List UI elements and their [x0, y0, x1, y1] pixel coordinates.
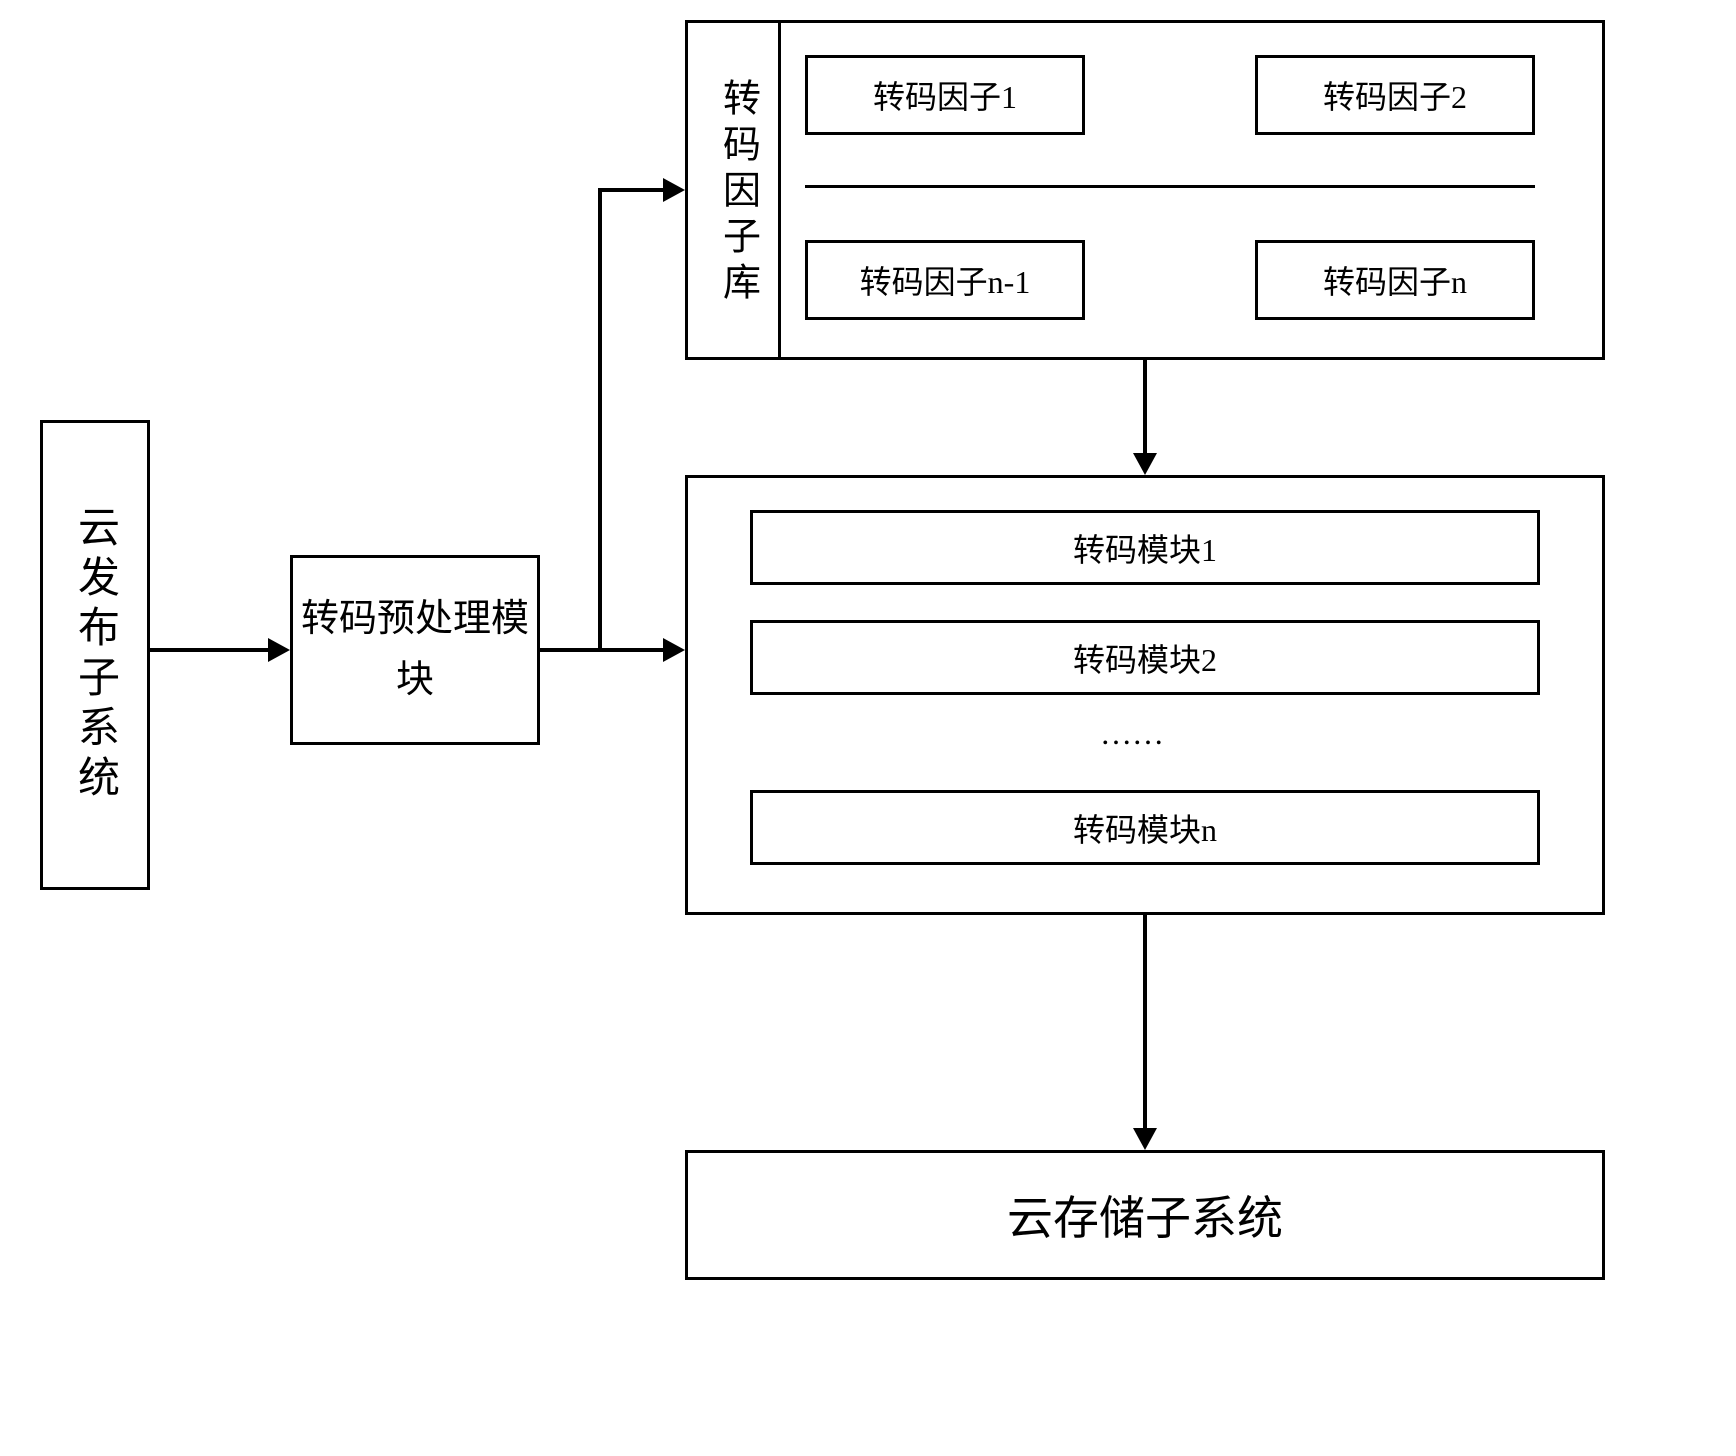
- factor-item-n-minus-1: 转码因子n-1: [805, 240, 1085, 320]
- edge-factor-to-module-line: [1143, 360, 1147, 455]
- module-ellipsis: ……: [1100, 715, 1164, 752]
- factor-library-title: 转码因子库: [708, 48, 768, 338]
- module-item-1: 转码模块1: [750, 510, 1540, 585]
- edge-to-factor-lib-line: [598, 188, 666, 192]
- factor-item-2: 转码因子2: [1255, 55, 1535, 135]
- edge-to-module-container-arrow: [663, 638, 685, 662]
- factor-item-2-label: 转码因子2: [1323, 72, 1467, 118]
- module-item-2: 转码模块2: [750, 620, 1540, 695]
- edge-to-module-container-line: [598, 648, 666, 652]
- edge-module-to-storage-arrow: [1133, 1128, 1157, 1150]
- factor-item-1: 转码因子1: [805, 55, 1085, 135]
- node-preprocess: 转码预处理模块: [290, 555, 540, 745]
- module-item-n: 转码模块n: [750, 790, 1540, 865]
- factor-item-1-label: 转码因子1: [873, 72, 1017, 118]
- cloud-storage-label: 云存储子系统: [1007, 1182, 1283, 1248]
- factor-item-n-label: 转码因子n: [1323, 257, 1467, 303]
- edge-preprocess-stub-line: [540, 648, 600, 652]
- factor-item-n-minus-1-label: 转码因子n-1: [860, 257, 1031, 303]
- edge-to-factor-lib-arrow: [663, 178, 685, 202]
- edge-factor-to-module-arrow: [1133, 453, 1157, 475]
- edge-module-to-storage-line: [1143, 915, 1147, 1130]
- edge-preprocess-branch-vertical: [598, 188, 602, 652]
- module-item-2-label: 转码模块2: [1073, 635, 1217, 681]
- factor-library-title-text: 转码因子库: [711, 78, 766, 308]
- module-item-1-label: 转码模块1: [1073, 525, 1217, 571]
- node-cloud-publish: 云发布子系统: [40, 420, 150, 890]
- factor-library-vertical-divider: [778, 23, 781, 357]
- cloud-publish-label: 云发布子系统: [65, 505, 126, 805]
- preprocess-label: 转码预处理模块: [293, 589, 537, 711]
- module-item-n-label: 转码模块n: [1073, 805, 1217, 851]
- edge-publish-to-preprocess-line: [150, 648, 270, 652]
- factor-horizontal-divider: [805, 185, 1535, 188]
- node-cloud-storage: 云存储子系统: [685, 1150, 1605, 1280]
- factor-item-n: 转码因子n: [1255, 240, 1535, 320]
- edge-publish-to-preprocess-arrow: [268, 638, 290, 662]
